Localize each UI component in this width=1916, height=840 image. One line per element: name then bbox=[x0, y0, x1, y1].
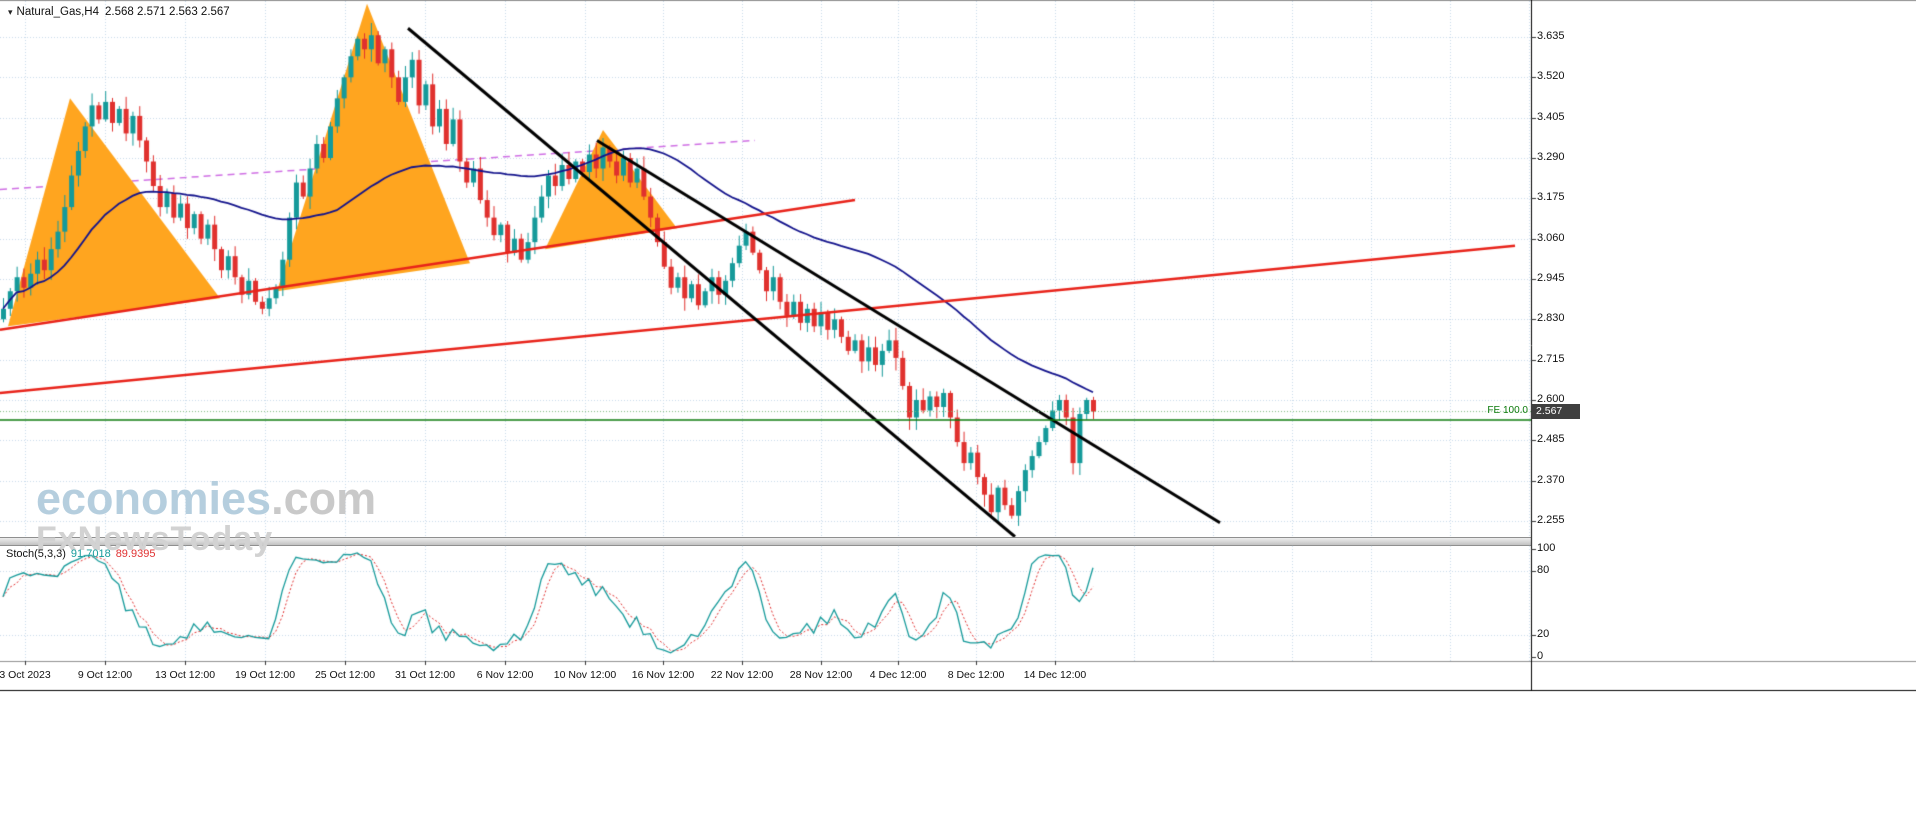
time-tick-label: 16 Nov 12:00 bbox=[631, 669, 695, 681]
time-tick-label: 3 Oct 2023 bbox=[0, 669, 51, 681]
stoch-main-value: 91.7018 bbox=[70, 548, 111, 560]
price-tick-label: 3.405 bbox=[1537, 110, 1565, 123]
time-tick-label: 31 Oct 12:00 bbox=[394, 669, 456, 681]
time-tick-label: 8 Dec 12:00 bbox=[947, 669, 1005, 681]
symbol-info: ▾ Natural_Gas,H4 2.568 2.571 2.563 2.567 bbox=[8, 6, 230, 18]
symbol-dropdown-icon[interactable]: ▾ bbox=[8, 7, 13, 17]
price-tick-label: 2.485 bbox=[1537, 433, 1565, 446]
symbol-name: Natural_Gas,H4 bbox=[16, 6, 99, 18]
stoch-scale-label: 0 bbox=[1537, 650, 1544, 662]
stoch-indicator-name: Stoch(5,3,3) bbox=[6, 548, 66, 560]
price-tick-label: 2.715 bbox=[1537, 352, 1565, 365]
price-tick-label: 2.370 bbox=[1537, 473, 1565, 486]
price-chart-canvas[interactable] bbox=[0, 0, 1916, 700]
stoch-signal-value: 89.9395 bbox=[115, 548, 156, 560]
time-tick-label: 13 Oct 12:00 bbox=[154, 669, 216, 681]
time-tick-label: 28 Nov 12:00 bbox=[789, 669, 853, 681]
stoch-scale-label: 80 bbox=[1537, 563, 1550, 576]
stoch-indicator-label: Stoch(5,3,3) 91.7018 89.9395 bbox=[6, 548, 155, 560]
time-tick-label: 4 Dec 12:00 bbox=[869, 669, 927, 681]
price-tick-label: 2.830 bbox=[1537, 312, 1565, 325]
price-tick-label: 3.290 bbox=[1537, 150, 1565, 163]
time-tick-label: 25 Oct 12:00 bbox=[314, 669, 376, 681]
price-tick-label: 2.945 bbox=[1537, 271, 1565, 284]
time-tick-label: 6 Nov 12:00 bbox=[476, 669, 534, 681]
fibonacci-level-label: FE 100.0 bbox=[1487, 404, 1528, 416]
current-price-badge: 2.567 bbox=[1532, 403, 1580, 419]
stoch-scale-label: 20 bbox=[1537, 628, 1550, 641]
price-tick-label: 2.600 bbox=[1537, 392, 1565, 405]
price-tick-label: 3.520 bbox=[1537, 70, 1565, 83]
symbol-ohlc-quote: 2.568 2.571 2.563 2.567 bbox=[105, 6, 230, 18]
stoch-scale-label: 100 bbox=[1537, 542, 1556, 554]
price-tick-label: 3.175 bbox=[1537, 191, 1565, 204]
time-tick-label: 22 Nov 12:00 bbox=[710, 669, 774, 681]
price-tick-label: 3.635 bbox=[1537, 30, 1565, 42]
time-tick-label: 19 Oct 12:00 bbox=[234, 669, 296, 681]
price-tick-label: 3.060 bbox=[1537, 231, 1565, 244]
time-tick-label: 9 Oct 12:00 bbox=[77, 669, 133, 681]
time-tick-label: 10 Nov 12:00 bbox=[553, 669, 617, 681]
time-tick-label: 14 Dec 12:00 bbox=[1023, 669, 1087, 681]
price-tick-label: 2.255 bbox=[1537, 513, 1565, 526]
